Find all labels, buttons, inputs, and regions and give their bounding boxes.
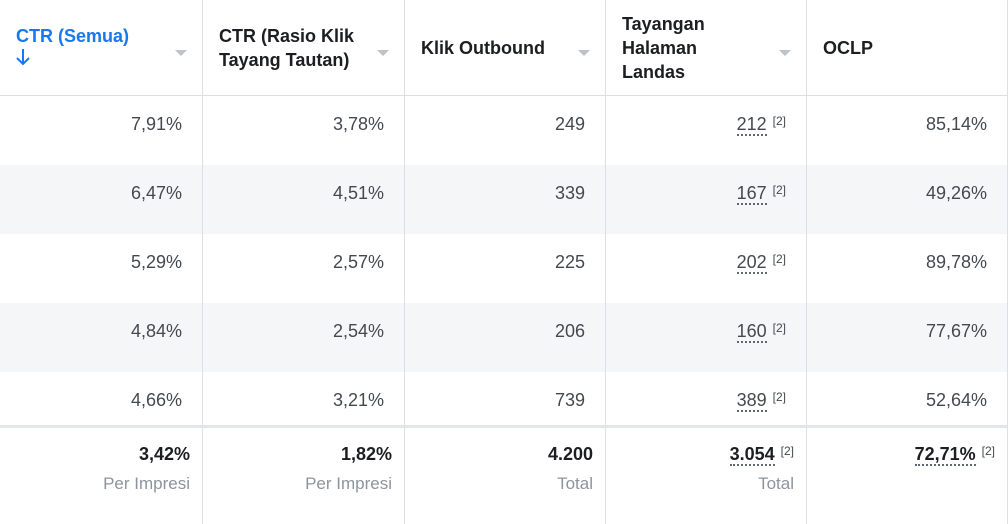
total-cell: 4.200 Total: [405, 425, 606, 524]
table-cell: 4,84%: [0, 303, 203, 372]
total-label: Per Impresi: [103, 474, 190, 493]
cell-value: 4,84%: [130, 321, 182, 341]
table-cell: 739: [405, 372, 606, 425]
table-cell: 389 [2]: [606, 372, 807, 425]
cell-value: 249: [554, 114, 585, 134]
dropdown-caret[interactable]: [174, 44, 188, 62]
table-cell: 77,67%: [807, 303, 1008, 372]
dropdown-caret[interactable]: [376, 44, 390, 62]
total-label: Per Impresi: [305, 474, 392, 493]
table-cell: 52,64%: [807, 372, 1008, 425]
cell-value: 77,67%: [925, 321, 987, 341]
cell-value: 52,64%: [925, 390, 987, 410]
footnote-marker: [2]: [772, 390, 786, 404]
cell-value: 206: [554, 321, 585, 341]
footnote-marker: [2]: [772, 114, 786, 128]
table-cell: 202 [2]: [606, 234, 807, 303]
cell-value: 85,14%: [925, 114, 987, 134]
sort-arrow-icon: [16, 48, 129, 71]
cell-value: 4,51%: [332, 183, 384, 203]
cell-value: 202: [736, 252, 767, 274]
cell-value: 167: [736, 183, 767, 205]
footnote-marker: [2]: [772, 183, 786, 197]
footnote-marker: [2]: [981, 444, 995, 458]
table-cell: 249: [405, 96, 606, 165]
column-header[interactable]: OCLP: [807, 0, 1008, 96]
header-label: Tayangan Halaman Landas: [622, 13, 705, 82]
table-cell: 167 [2]: [606, 165, 807, 234]
header-label-wrap: Tayangan Halaman Landas: [622, 12, 732, 84]
total-value-line: 1,82%: [203, 442, 392, 466]
cell-value: 389: [736, 390, 767, 412]
footnote-marker: [2]: [780, 444, 794, 458]
table-cell: 160 [2]: [606, 303, 807, 372]
cell-value: 7,91%: [130, 114, 182, 134]
table-cell: 89,78%: [807, 234, 1008, 303]
column-header[interactable]: Klik Outbound: [405, 0, 606, 96]
total-cell: 1,82% Per Impresi: [203, 425, 405, 524]
total-value: 4.200: [547, 444, 593, 464]
cell-value: 5,29%: [130, 252, 182, 272]
header-label-wrap: Klik Outbound: [421, 36, 545, 60]
header-label-wrap: CTR (Rasio Klik Tayang Tautan): [219, 24, 379, 72]
table-cell: 7,91%: [0, 96, 203, 165]
table-cell: 3,78%: [203, 96, 405, 165]
cell-value: 339: [554, 183, 585, 203]
footnote-marker: [2]: [772, 252, 786, 266]
table-cell: 5,29%: [0, 234, 203, 303]
total-cell: 72,71% [2]: [807, 425, 1008, 524]
total-value: 1,82%: [340, 444, 392, 464]
cell-value: 2,54%: [332, 321, 384, 341]
cell-value: 89,78%: [925, 252, 987, 272]
total-value-line: 3.054 [2]: [606, 442, 794, 466]
table-cell: 206: [405, 303, 606, 372]
total-value-line: 72,71% [2]: [807, 442, 995, 466]
column-header[interactable]: CTR (Semua): [0, 0, 203, 96]
header-label: CTR (Semua): [16, 26, 130, 46]
cell-value: 6,47%: [130, 183, 182, 203]
total-value: 3.054: [729, 444, 775, 466]
table-cell: 225: [405, 234, 606, 303]
table-cell: 6,47%: [0, 165, 203, 234]
cell-value: 49,26%: [925, 183, 987, 203]
cell-value: 3,21%: [332, 390, 384, 410]
cell-value: 225: [554, 252, 585, 272]
total-value-line: 4.200: [405, 442, 593, 466]
total-value-line: 3,42%: [0, 442, 190, 466]
total-label: Total: [758, 474, 794, 493]
total-value: 3,42%: [138, 444, 190, 464]
header-label-wrap: OCLP: [823, 36, 873, 60]
cell-value: 3,78%: [332, 114, 384, 134]
header-label: OCLP: [823, 37, 874, 58]
table-cell: 212 [2]: [606, 96, 807, 165]
column-header[interactable]: Tayangan Halaman Landas: [606, 0, 807, 96]
dropdown-caret[interactable]: [778, 44, 792, 62]
header-label-wrap: CTR (Semua): [16, 24, 129, 71]
cell-value: 739: [554, 390, 585, 410]
table-cell: 49,26%: [807, 165, 1008, 234]
total-cell: 3.054 [2] Total: [606, 425, 807, 524]
table-cell: 2,57%: [203, 234, 405, 303]
table-cell: 2,54%: [203, 303, 405, 372]
table-cell: 85,14%: [807, 96, 1008, 165]
cell-value: 2,57%: [332, 252, 384, 272]
total-label: Total: [557, 474, 593, 493]
table-cell: 4,66%: [0, 372, 203, 425]
total-cell: 3,42% Per Impresi: [0, 425, 203, 524]
cell-value: 160: [736, 321, 767, 343]
dropdown-caret[interactable]: [577, 44, 591, 62]
footnote-marker: [2]: [772, 321, 786, 335]
column-header[interactable]: CTR (Rasio Klik Tayang Tautan): [203, 0, 405, 96]
header-label: CTR (Rasio Klik Tayang Tautan): [219, 25, 355, 70]
table-cell: 339: [405, 165, 606, 234]
table-cell: 3,21%: [203, 372, 405, 425]
cell-value: 4,66%: [130, 390, 182, 410]
table-cell: 4,51%: [203, 165, 405, 234]
total-value: 72,71%: [914, 444, 976, 466]
cell-value: 212: [736, 114, 767, 136]
header-label: Klik Outbound: [421, 37, 545, 58]
